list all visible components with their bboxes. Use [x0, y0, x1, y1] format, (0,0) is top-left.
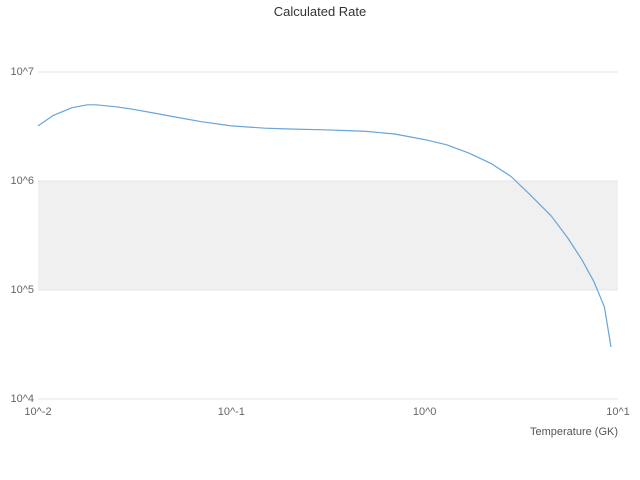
y-tick-label: 10^7 — [10, 66, 34, 78]
y-tick-label: 10^6 — [10, 175, 34, 187]
x-tick-label: 10^0 — [412, 406, 437, 418]
x-tick-label: 10^-2 — [24, 406, 52, 418]
y-tick-label: 10^4 — [10, 393, 34, 405]
x-tick-label: 10^1 — [606, 406, 630, 418]
rate-line-series — [37, 104, 612, 348]
x-tick-label: 10^-1 — [217, 406, 245, 418]
chart-title: Calculated Rate — [273, 4, 367, 19]
y-band-shading — [38, 181, 618, 290]
y-tick-label: 10^5 — [10, 284, 34, 296]
x-axis-label: Temperature (GK) — [529, 426, 618, 438]
